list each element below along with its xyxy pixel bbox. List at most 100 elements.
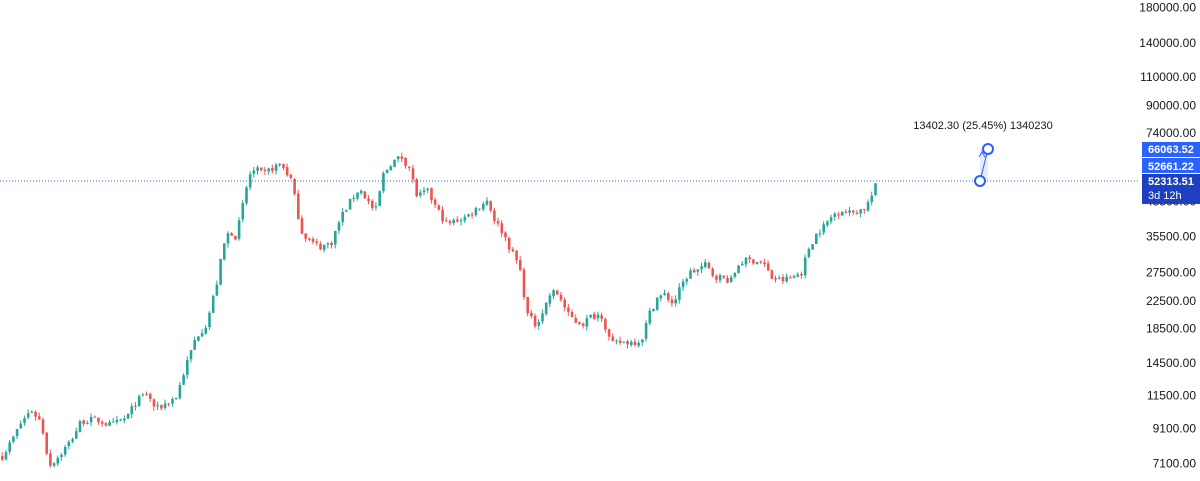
candle-up xyxy=(352,194,356,203)
price-axis-tick: 74000.00 xyxy=(1146,126,1196,140)
candle-body xyxy=(415,179,418,197)
candle-up xyxy=(23,415,26,426)
candle-up xyxy=(326,242,330,249)
candle-body xyxy=(485,200,489,205)
candle-up xyxy=(86,420,89,425)
candle-body xyxy=(334,230,337,245)
candle-up xyxy=(356,192,359,201)
range-handle-bottom[interactable] xyxy=(974,174,986,187)
candle-up xyxy=(256,165,259,175)
candle-up xyxy=(537,319,541,331)
candle-body xyxy=(433,199,437,205)
candle-down xyxy=(493,207,496,225)
candle-body xyxy=(348,198,352,210)
candle-down xyxy=(496,217,500,227)
candle-down xyxy=(38,412,41,420)
candle-body xyxy=(237,220,241,239)
candle-up xyxy=(870,191,874,206)
candle-up xyxy=(463,214,467,223)
candle-body xyxy=(689,270,692,279)
range-handle-top[interactable] xyxy=(982,142,994,155)
candle-body xyxy=(337,222,341,231)
candle-body xyxy=(552,290,555,297)
candle-body xyxy=(826,221,829,226)
candle-down xyxy=(230,232,233,236)
candle-body xyxy=(63,447,67,455)
candle-body xyxy=(115,419,119,423)
candle-body xyxy=(263,169,267,171)
candle-body xyxy=(285,167,289,176)
candle-body xyxy=(711,268,714,276)
candle-body xyxy=(700,266,703,270)
candle-body xyxy=(315,241,319,244)
candle-up xyxy=(467,213,470,218)
candle-up xyxy=(718,273,722,283)
candle-body xyxy=(567,307,570,312)
candle-body xyxy=(548,295,552,304)
candle-down xyxy=(711,267,714,278)
candle-up xyxy=(474,206,478,217)
candle-body xyxy=(496,221,500,224)
candle-body xyxy=(326,243,330,245)
candle-body xyxy=(178,384,182,399)
candle-up xyxy=(826,220,829,228)
candle-body xyxy=(844,211,848,213)
candle-body xyxy=(126,413,130,419)
candle-up xyxy=(589,314,592,319)
candle-up xyxy=(541,309,544,324)
candle-down xyxy=(511,246,515,253)
candle-body xyxy=(341,211,344,222)
candle-body xyxy=(308,238,311,240)
candle-body xyxy=(304,233,307,239)
candle-body xyxy=(500,223,504,234)
price-range-tool[interactable]: 13402.30 (25.45%) 1340230 xyxy=(913,120,1053,187)
candle-body xyxy=(319,243,322,250)
candle-down xyxy=(863,209,866,214)
candle-up xyxy=(741,261,744,266)
candle-down xyxy=(855,210,859,215)
candle-down xyxy=(445,217,448,222)
candle-body xyxy=(589,314,592,318)
candle-body xyxy=(300,218,304,234)
candle-up xyxy=(655,296,659,312)
candle-body xyxy=(533,315,537,327)
candle-down xyxy=(581,322,585,329)
candle-body xyxy=(530,312,533,317)
candle-up xyxy=(123,415,126,424)
candle-body xyxy=(219,259,222,285)
candle-down xyxy=(752,258,755,266)
candle-up xyxy=(644,320,648,342)
candle-down xyxy=(533,313,537,329)
price-axis[interactable]: 180000.00 140000.00 110000.00 90000.00 74000… xyxy=(1139,1,1196,471)
candle-down xyxy=(97,417,100,425)
price-axis-tick: 35500.00 xyxy=(1146,230,1196,244)
candle-body xyxy=(100,421,104,424)
candle-up xyxy=(341,208,344,226)
candle-up xyxy=(174,397,178,400)
candle-body xyxy=(437,205,441,210)
candle-body xyxy=(859,209,862,214)
candle-up xyxy=(678,283,681,304)
candle-down xyxy=(34,410,37,421)
candle-body xyxy=(681,281,685,288)
candle-up xyxy=(211,294,215,314)
candle-body xyxy=(141,394,145,396)
target-price-badge xyxy=(1142,141,1200,157)
candle-body xyxy=(204,327,208,334)
candle-body xyxy=(581,323,585,326)
candle-down xyxy=(530,309,533,319)
candles-layer xyxy=(1,152,877,468)
candle-down xyxy=(145,391,148,396)
candle-body xyxy=(30,411,34,413)
candle-up xyxy=(848,206,851,217)
candle-body xyxy=(482,204,485,210)
candle-body xyxy=(855,212,859,215)
price-axis-tick: 7100.00 xyxy=(1153,457,1197,471)
candle-down xyxy=(556,289,559,295)
candle-up xyxy=(796,272,800,278)
candle-down xyxy=(515,249,518,264)
candle-up xyxy=(840,211,844,216)
candle-body xyxy=(356,192,359,199)
